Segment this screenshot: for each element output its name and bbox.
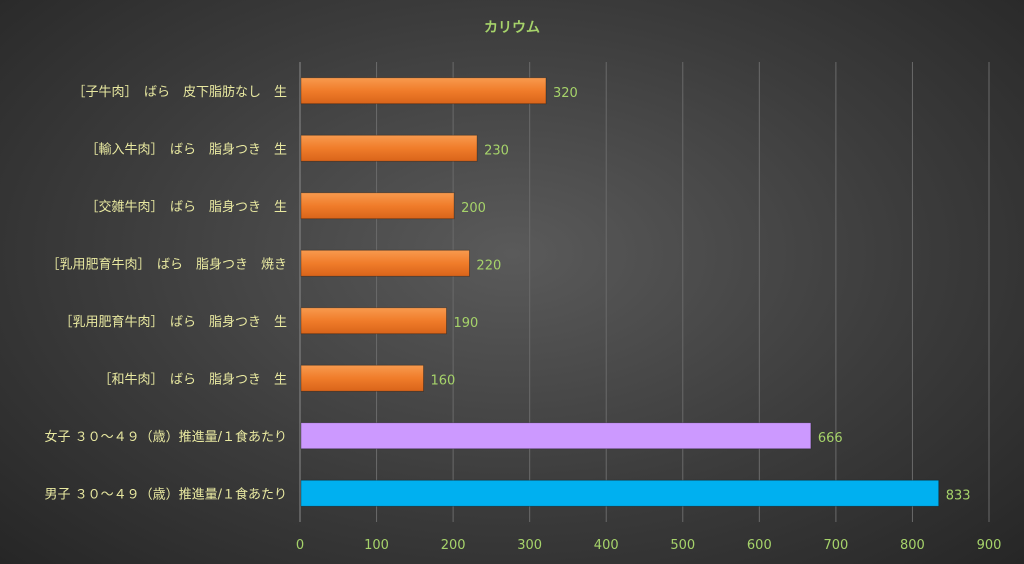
category-label: ［乳用肥育牛肉］ ばら 脂身つき 焼き [46, 256, 287, 272]
x-tick-label: 900 [977, 538, 1002, 553]
category-label: ［子牛肉］ ばら 皮下脂肪なし 生 [72, 84, 287, 100]
bars [300, 77, 940, 507]
x-tick-label: 0 [296, 538, 304, 553]
x-tick-label: 700 [823, 538, 848, 553]
data-label: 666 [818, 431, 843, 446]
data-label: 200 [461, 201, 486, 216]
bar [300, 249, 470, 277]
x-tick-label: 100 [364, 538, 389, 553]
data-label: 160 [430, 373, 455, 388]
category-label: ［和牛肉］ ばら 脂身つき 生 [98, 371, 287, 387]
bar [300, 422, 812, 450]
bar [300, 479, 940, 507]
bar [300, 134, 478, 162]
x-tick-labels: 0 100 200 300 400 500 600 700 800 900 [296, 538, 1002, 553]
data-label: 320 [553, 86, 578, 101]
gridlines [299, 62, 990, 522]
category-labels: ［子牛肉］ ばら 皮下脂肪なし 生 ［輸入牛肉］ ばら 脂身つき 生 ［交雑牛肉］ … [44, 84, 287, 503]
category-label: ［交雑牛肉］ ばら 脂身つき 生 [85, 199, 287, 215]
data-labels: 320 230 200 220 190 160 666 833 [430, 86, 970, 504]
x-tick-label: 400 [594, 538, 619, 553]
category-label: ［乳用肥育牛肉］ ばら 脂身つき 生 [59, 314, 287, 330]
x-tick-label: 500 [670, 538, 695, 553]
bar [300, 307, 447, 335]
category-label: 男子 ３０～４９（歳）推進量/１食あたり [44, 486, 287, 502]
category-label: ［輸入牛肉］ ばら 脂身つき 生 [85, 141, 287, 157]
x-tick-label: 200 [441, 538, 466, 553]
data-label: 220 [476, 258, 501, 273]
data-label: 230 [484, 143, 509, 158]
data-label: 833 [946, 488, 971, 503]
category-label: 女子 ３０～４９（歳）推進量/１食あたり [44, 429, 287, 445]
chart-title: カリウム [484, 20, 540, 36]
x-tick-label: 600 [747, 538, 772, 553]
x-tick-label: 300 [517, 538, 542, 553]
data-label: 190 [453, 316, 478, 331]
x-tick-label: 800 [900, 538, 925, 553]
bar [300, 192, 455, 220]
bar [300, 364, 424, 392]
bar [300, 77, 547, 105]
